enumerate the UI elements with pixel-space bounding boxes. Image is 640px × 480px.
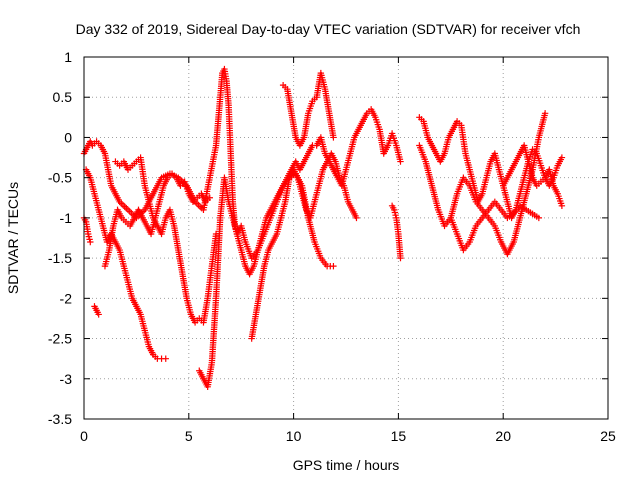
y-axis-label: SDTVAR / TECUs [5,182,21,294]
y-tick-label: -2 [60,290,73,306]
y-tick-label: 1 [64,49,72,65]
data-point [330,134,337,141]
x-tick-label: 20 [495,428,511,444]
y-tick-label: 0.5 [53,89,73,105]
y-tick-label: -3 [60,371,73,387]
data-point [541,110,549,117]
plot-frame [83,56,609,420]
data-point [353,214,360,222]
chart-title: Day 332 of 2019, Sidereal Day-to-day VTE… [76,21,581,37]
y-tick-label: 0 [64,129,72,145]
data-point [558,154,566,161]
data-point [330,262,337,270]
x-tick-label: 25 [600,428,616,444]
x-axis-label: GPS time / hours [293,457,400,473]
data-point [162,355,169,362]
data-point [87,238,94,246]
y-tick-label: -2.5 [48,331,72,347]
data-point [397,254,404,262]
x-tick-label: 0 [80,428,88,444]
data-point [206,194,213,201]
data-point [558,202,566,210]
y-tick-label: -0.5 [48,170,72,186]
x-tick-label: 10 [286,428,302,444]
grid [84,57,608,419]
axis-ticks: 0 5 10 15 20 25 1 0.5 0 -0.5 -1 -1.5 -2 -2.5 -3 -3.5 [48,49,616,444]
y-tick-label: -1.5 [48,250,72,266]
x-tick-label: 15 [391,428,407,444]
data-marks [80,65,566,391]
data-point [535,214,543,222]
y-tick-label: -1 [60,210,73,226]
y-tick-label: -3.5 [48,411,72,427]
data-point [95,311,102,318]
data-point [397,158,404,165]
x-tick-label: 5 [185,428,193,444]
